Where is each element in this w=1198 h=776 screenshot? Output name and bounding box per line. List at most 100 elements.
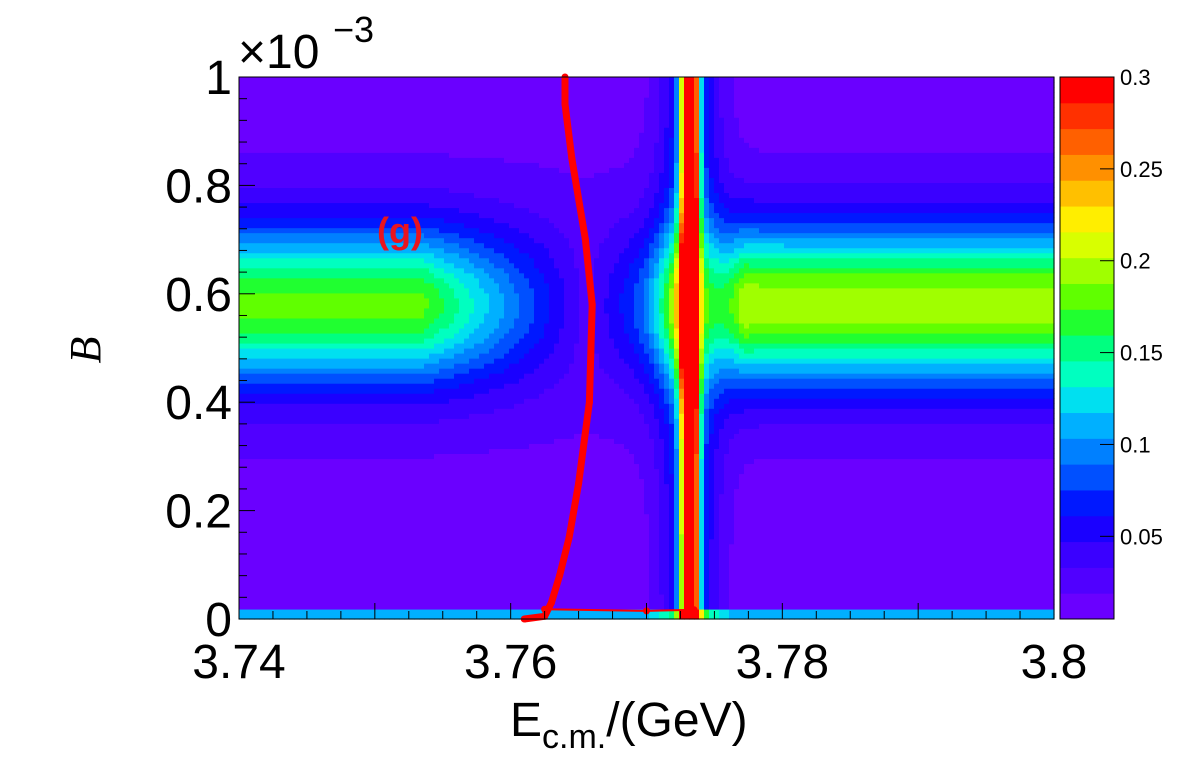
heatmap-cell <box>239 594 245 600</box>
heatmap-cell <box>349 408 355 414</box>
heatmap-cell <box>269 443 275 449</box>
heatmap-cell <box>299 609 305 615</box>
heatmap-cell <box>374 514 380 520</box>
heatmap-cell <box>379 323 385 329</box>
heatmap-cell <box>389 383 395 389</box>
heatmap-cell <box>454 172 460 178</box>
heatmap-cell <box>324 433 330 439</box>
heatmap-cell <box>324 177 330 183</box>
heatmap-cell <box>254 102 260 108</box>
heatmap-cell <box>294 423 300 429</box>
heatmap-cell <box>419 268 425 274</box>
heatmap-cell <box>434 554 440 560</box>
heatmap-cell <box>264 368 270 374</box>
heatmap-cell <box>294 524 300 530</box>
heatmap-cell <box>339 92 345 98</box>
heatmap-cell <box>249 162 255 168</box>
heatmap-cell <box>449 142 455 148</box>
heatmap-cell <box>254 373 260 379</box>
heatmap-cell <box>464 273 470 279</box>
heatmap-cell <box>279 298 285 304</box>
heatmap-cell <box>364 303 370 309</box>
heatmap-cell <box>464 509 470 515</box>
heatmap-cell <box>264 318 270 324</box>
heatmap-cell <box>449 202 455 208</box>
heatmap-cell <box>289 343 295 349</box>
heatmap-cell <box>354 604 360 610</box>
heatmap-cell <box>304 574 310 580</box>
heatmap-cell <box>374 403 380 409</box>
heatmap-cell <box>279 509 285 515</box>
heatmap-cell <box>424 494 430 500</box>
heatmap-cell <box>259 564 265 570</box>
heatmap-cell <box>384 559 390 565</box>
heatmap-cell <box>369 463 375 469</box>
heatmap-cell <box>414 468 420 474</box>
heatmap-cell <box>379 182 385 188</box>
heatmap-cell <box>414 182 420 188</box>
heatmap-cell <box>244 97 250 103</box>
heatmap-cell <box>434 604 440 610</box>
heatmap-cell <box>409 147 415 153</box>
heatmap-cell <box>359 413 365 419</box>
heatmap-cell <box>259 187 265 193</box>
heatmap-cell <box>444 97 450 103</box>
heatmap-cell <box>259 529 265 535</box>
heatmap-cell <box>269 207 275 213</box>
heatmap-cell <box>244 559 250 565</box>
heatmap-cell <box>329 398 335 404</box>
heatmap-cell <box>354 87 360 93</box>
heatmap-cell <box>399 318 405 324</box>
heatmap-cell <box>294 343 300 349</box>
heatmap-cell <box>449 167 455 173</box>
heatmap-cell <box>454 353 460 359</box>
heatmap-cell <box>454 564 460 570</box>
heatmap-cell <box>389 97 395 103</box>
heatmap-cell <box>254 604 260 610</box>
heatmap-cell <box>404 343 410 349</box>
heatmap-cell <box>289 484 295 490</box>
heatmap-cell <box>419 494 425 500</box>
heatmap-cell <box>434 162 440 168</box>
heatmap-cell <box>449 544 455 550</box>
heatmap-cell <box>294 177 300 183</box>
heatmap-cell <box>359 589 365 595</box>
heatmap-cell <box>254 147 260 153</box>
heatmap-cell <box>439 418 445 424</box>
heatmap-cell <box>284 157 290 163</box>
heatmap-cell <box>339 589 345 595</box>
heatmap-cell <box>469 574 475 580</box>
heatmap-cell <box>289 564 295 570</box>
heatmap-cell <box>259 453 265 459</box>
heatmap-cell <box>344 157 350 163</box>
heatmap-cell <box>464 248 470 254</box>
heatmap-cell <box>424 388 430 394</box>
heatmap-cell <box>419 448 425 454</box>
heatmap-cell <box>269 453 275 459</box>
heatmap-cell <box>459 238 465 244</box>
heatmap-cell <box>434 438 440 444</box>
heatmap-cell <box>269 288 275 294</box>
heatmap-cell <box>289 102 295 108</box>
heatmap-cell <box>449 579 455 585</box>
heatmap-cell <box>454 413 460 419</box>
heatmap-cell <box>309 383 315 389</box>
heatmap-cell <box>319 453 325 459</box>
heatmap-cell <box>244 564 250 570</box>
heatmap-cell <box>454 534 460 540</box>
heatmap-cell <box>244 338 250 344</box>
heatmap-cell <box>254 463 260 469</box>
heatmap-cell <box>369 383 375 389</box>
heatmap-cell <box>449 97 455 103</box>
heatmap-cell <box>264 348 270 354</box>
heatmap-cell <box>314 248 320 254</box>
heatmap-cell <box>364 569 370 575</box>
heatmap-cell <box>254 418 260 424</box>
heatmap-cell <box>464 579 470 585</box>
heatmap-cell <box>359 263 365 269</box>
heatmap-cell <box>439 162 445 168</box>
heatmap-cell <box>339 137 345 143</box>
heatmap-cell <box>294 182 300 188</box>
heatmap-cell <box>384 308 390 314</box>
heatmap-cell <box>444 333 450 339</box>
